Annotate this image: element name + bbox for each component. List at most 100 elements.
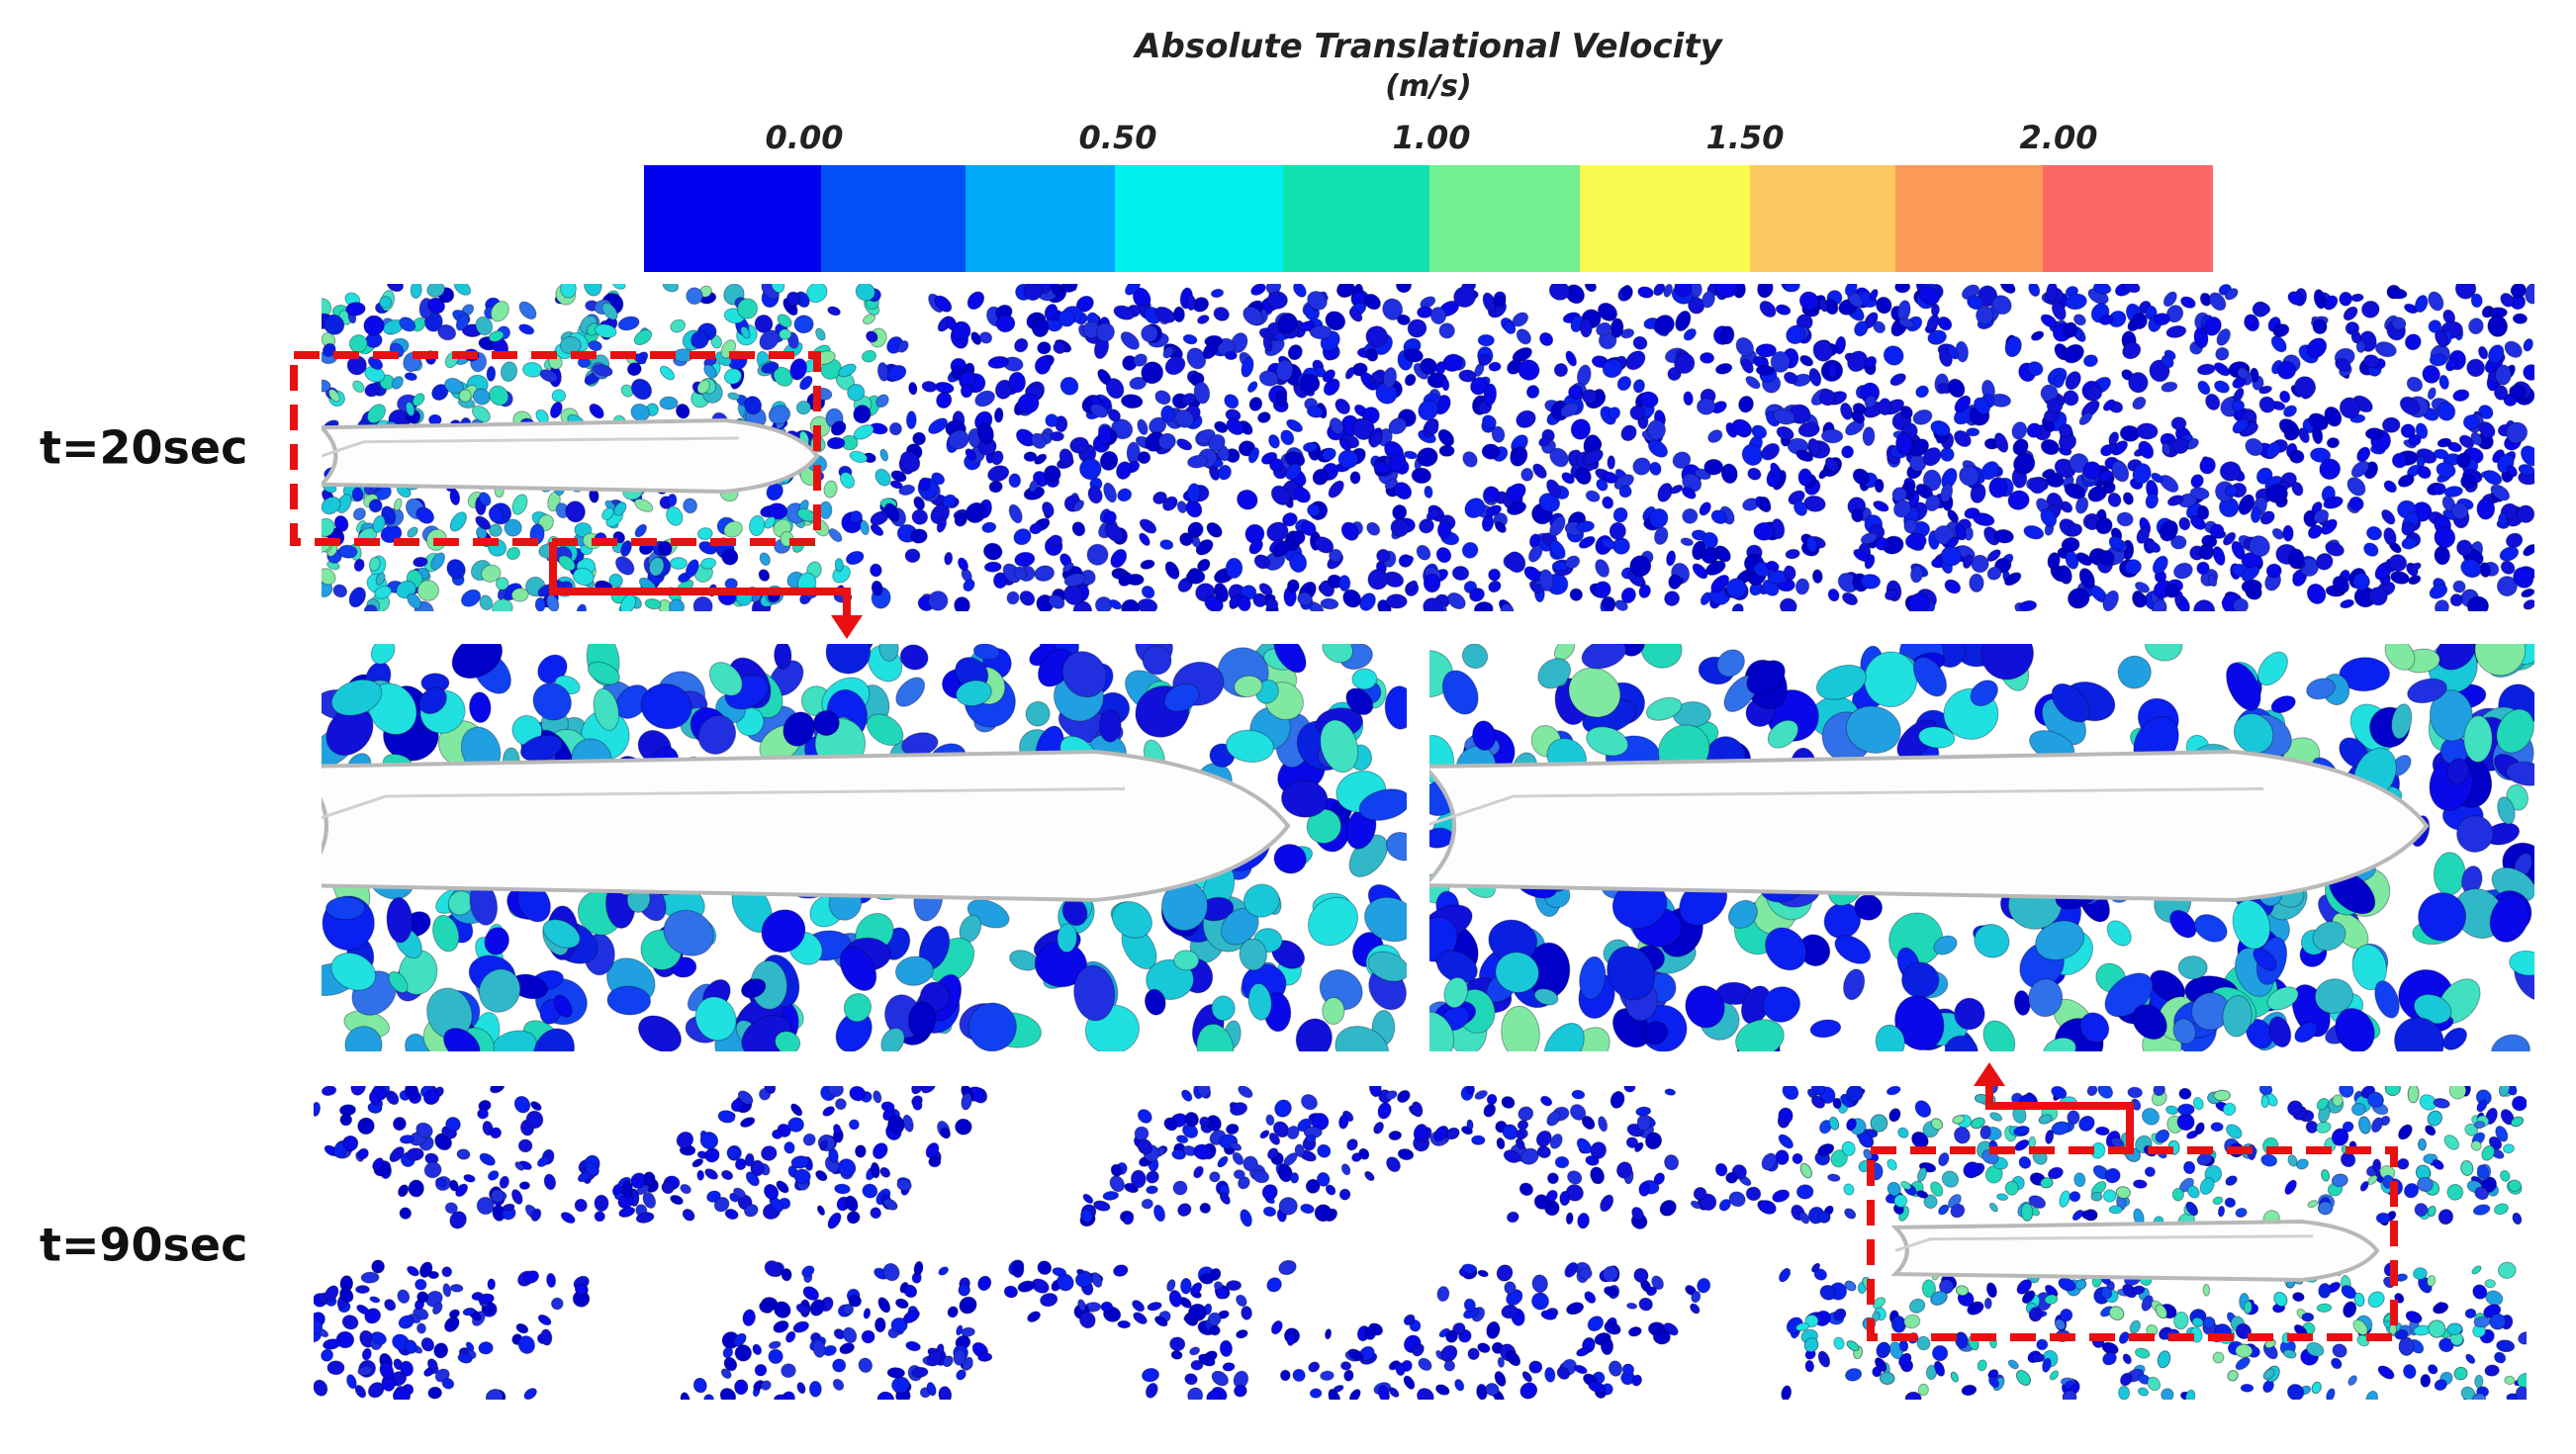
particle (1954, 1127, 1971, 1144)
particle (1270, 1319, 1283, 1335)
particle (1217, 1155, 1229, 1168)
particle (1680, 537, 1694, 547)
particle (1473, 601, 1494, 611)
particle (1120, 331, 1140, 350)
particle (1335, 284, 1355, 299)
particle (2415, 422, 2429, 440)
particle (1811, 569, 1823, 584)
particle (1289, 552, 1308, 574)
particle (1947, 509, 1960, 523)
particle (2162, 442, 2171, 456)
particle (946, 316, 957, 331)
particle (321, 1348, 334, 1362)
particle (2153, 313, 2170, 326)
particle (1874, 478, 1885, 494)
particle (942, 494, 957, 508)
particle (495, 577, 509, 591)
particle (781, 1363, 796, 1379)
zoom-right (1429, 644, 2534, 1051)
particle (1365, 325, 1389, 348)
particle (2026, 422, 2043, 438)
particle (638, 1015, 682, 1051)
particle (2260, 1095, 2269, 1109)
particle (2097, 1086, 2114, 1099)
particle (1238, 1086, 1253, 1099)
particle (1690, 1303, 1701, 1315)
particle (1488, 580, 1502, 593)
particle (1137, 451, 1151, 465)
particle (2197, 504, 2210, 520)
particle (1338, 438, 1351, 452)
particle (1258, 583, 1273, 596)
particle (542, 919, 581, 949)
particle (849, 450, 869, 463)
particle (1242, 883, 1280, 918)
particle (2131, 312, 2148, 330)
particle (1993, 528, 2014, 544)
particle (2031, 1352, 2046, 1363)
particle (1325, 1328, 1333, 1340)
particle (1954, 523, 1967, 541)
particle (2452, 580, 2466, 593)
particle (2399, 396, 2421, 415)
particle (1528, 1360, 1543, 1374)
particle (2213, 362, 2231, 377)
particle (322, 568, 336, 586)
particle (1983, 1297, 1992, 1310)
particle (843, 993, 873, 1023)
particle (2404, 333, 2422, 351)
particle (1266, 291, 1288, 310)
particle (1681, 486, 1697, 500)
particle (2253, 948, 2277, 971)
particle (1248, 397, 1263, 411)
particle (407, 592, 422, 609)
particle (560, 1212, 576, 1225)
particle (2007, 1359, 2019, 1370)
particle (761, 1145, 778, 1161)
particle (1079, 457, 1102, 481)
particle (1982, 1020, 2016, 1051)
particle (518, 1181, 530, 1190)
particle (1177, 1203, 1192, 1217)
particle (2374, 341, 2397, 358)
particle (2284, 1179, 2297, 1195)
particle (1300, 1094, 1319, 1111)
particle (1884, 589, 1898, 600)
particle (634, 498, 654, 512)
particle (761, 909, 806, 954)
particle (1783, 371, 1798, 385)
particle (808, 1380, 822, 1398)
particle (379, 296, 393, 310)
particle (1052, 1267, 1067, 1277)
particle (1500, 603, 1515, 611)
particle (870, 1207, 882, 1220)
particle (1142, 645, 1172, 676)
particle (2319, 458, 2342, 481)
particle (1807, 437, 1821, 457)
particle (1233, 1169, 1245, 1180)
particle (1506, 551, 1526, 574)
particle (683, 498, 698, 514)
particle (1767, 719, 1799, 749)
particle (2124, 559, 2142, 576)
particle (2132, 1004, 2167, 1041)
particle (2253, 302, 2271, 316)
particle (2427, 1364, 2438, 1375)
particle (412, 393, 425, 407)
particle (886, 364, 907, 382)
particle (2235, 1207, 2248, 1219)
particle (444, 1316, 460, 1332)
particle (2460, 1160, 2474, 1176)
particle (1140, 559, 1155, 570)
particle (2060, 1308, 2073, 1322)
particle (534, 596, 546, 611)
particle (1320, 597, 1339, 610)
particle (1062, 562, 1074, 573)
particle (2129, 1319, 2141, 1334)
particle (928, 417, 949, 434)
particle (1082, 1193, 1094, 1205)
particle (374, 585, 393, 599)
particle (2496, 576, 2518, 597)
particle (768, 1340, 782, 1349)
particle (972, 644, 1001, 661)
